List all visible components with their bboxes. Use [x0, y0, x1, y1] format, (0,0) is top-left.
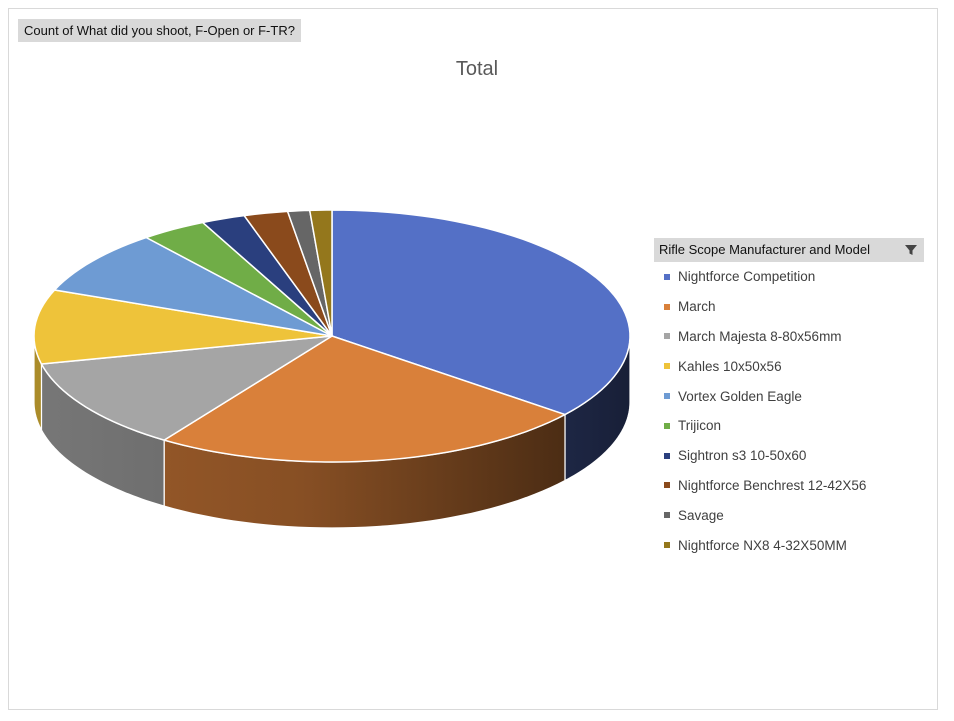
legend-item[interactable]: Nightforce Benchrest 12-42X56: [654, 471, 924, 501]
legend-label: Nightforce Competition: [678, 269, 816, 285]
legend-label: March: [678, 299, 716, 315]
legend-label: March Majesta 8-80x56mm: [678, 328, 842, 344]
legend-swatch: [664, 303, 670, 310]
pie-slice[interactable]: [163, 335, 566, 463]
legend-swatch: [664, 482, 670, 489]
legend-item[interactable]: March: [654, 292, 924, 322]
pie-slice[interactable]: [331, 209, 631, 416]
legend-swatch: [664, 422, 670, 429]
legend-item[interactable]: Nightforce NX8 4-32X50MM: [654, 530, 924, 560]
pie-slice[interactable]: [53, 236, 333, 337]
legend-swatch: [664, 273, 670, 280]
legend-item[interactable]: March Majesta 8-80x56mm: [654, 322, 924, 352]
legend-label: Trijicon: [678, 418, 722, 434]
pie-slice[interactable]: [308, 209, 333, 337]
legend-swatch: [664, 363, 670, 370]
legend-swatch: [664, 512, 670, 519]
legend-label: Nightforce Benchrest 12-42X56: [678, 477, 867, 493]
legend-swatch: [664, 333, 670, 340]
filter-icon[interactable]: [898, 238, 924, 262]
legend-item[interactable]: Savage: [654, 500, 924, 530]
pie-slice[interactable]: [40, 335, 333, 441]
legend-item[interactable]: Sightron s3 10-50x60: [654, 441, 924, 471]
legend-swatch: [664, 393, 670, 400]
legend-label: Kahles 10x50x56: [678, 358, 782, 374]
legend-label: Vortex Golden Eagle: [678, 388, 802, 404]
legend-item[interactable]: Vortex Golden Eagle: [654, 381, 924, 411]
legend-header-label: Rifle Scope Manufacturer and Model: [659, 242, 871, 257]
legend-list: Nightforce Competition March March Majesta…: [654, 262, 924, 560]
legend-header[interactable]: Rifle Scope Manufacturer and Model: [654, 238, 924, 262]
legend-item[interactable]: Kahles 10x50x56: [654, 351, 924, 381]
legend-item[interactable]: Nightforce Competition: [654, 262, 924, 292]
legend-label: Sightron s3 10-50x60: [678, 448, 807, 464]
pie-slice[interactable]: [33, 289, 333, 365]
pie-slice[interactable]: [145, 221, 333, 337]
chart-title: Total: [455, 58, 499, 80]
legend-label: Savage: [678, 507, 724, 523]
legend-swatch: [664, 542, 670, 549]
legend-label: Nightforce NX8 4-32X50MM: [678, 537, 847, 553]
legend-swatch: [664, 452, 670, 459]
value-field-button[interactable]: Count of What did you shoot, F-Open or F…: [18, 19, 301, 42]
legend-item[interactable]: Trijicon: [654, 411, 924, 441]
chart-legend: Rifle Scope Manufacturer and Model Night…: [654, 238, 924, 560]
